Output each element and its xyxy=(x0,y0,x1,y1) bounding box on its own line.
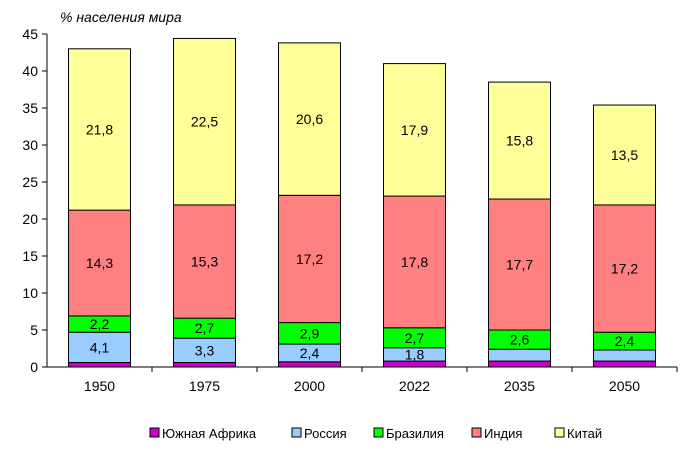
bar-segment xyxy=(278,42,341,196)
y-tick-label: 5 xyxy=(30,322,38,338)
data-label: 17,9 xyxy=(401,122,428,138)
y-tick-label: 35 xyxy=(22,100,38,116)
legend-swatch xyxy=(471,427,482,438)
legend-label: Китай xyxy=(567,426,602,441)
legend-swatch xyxy=(554,427,565,438)
bar-segment xyxy=(278,361,341,368)
legend-label: Бразилия xyxy=(386,426,444,441)
data-label: 14,3 xyxy=(86,255,113,271)
data-label: 21,8 xyxy=(86,121,113,137)
y-tick-label: 40 xyxy=(22,63,38,79)
y-tick-label: 45 xyxy=(22,26,38,42)
data-label: 2,2 xyxy=(90,316,110,332)
legend-label: Индия xyxy=(484,426,522,441)
y-axis-label: % населения мира xyxy=(60,9,182,25)
x-tick-label: 2050 xyxy=(609,378,640,394)
bar-segment xyxy=(593,204,656,333)
x-tick-label: 1975 xyxy=(189,378,220,394)
data-label: 17,2 xyxy=(611,261,638,277)
y-tick-label: 20 xyxy=(22,211,38,227)
data-label: 13,5 xyxy=(611,147,638,163)
bar-segment xyxy=(173,37,236,206)
x-tick-label: 2022 xyxy=(399,378,430,394)
bar-segment xyxy=(488,81,551,200)
data-label: 15,3 xyxy=(191,254,218,270)
data-label: 17,2 xyxy=(296,251,323,267)
data-label: 2,6 xyxy=(510,332,530,348)
data-label: 2,4 xyxy=(300,345,320,361)
bar-segment xyxy=(593,349,656,362)
data-label: 15,8 xyxy=(506,133,533,149)
legend-swatch xyxy=(149,427,160,438)
data-label: 2,7 xyxy=(195,320,215,336)
y-tick-label: 25 xyxy=(22,174,38,190)
data-label: 3,3 xyxy=(195,342,215,358)
bar-segment xyxy=(173,204,236,319)
x-tick-label: 2000 xyxy=(294,378,325,394)
data-label: 2,4 xyxy=(615,333,635,349)
bar-segment xyxy=(488,348,551,362)
legend-swatch xyxy=(373,427,384,438)
legend-label: Южная Африка xyxy=(162,426,257,441)
y-tick-label: 0 xyxy=(30,359,38,375)
bar-segment xyxy=(68,48,131,211)
bar-segment xyxy=(488,360,551,368)
data-label: 4,1 xyxy=(90,339,110,355)
y-tick-label: 30 xyxy=(22,137,38,153)
data-label: 17,7 xyxy=(506,257,533,273)
legend-swatch xyxy=(291,427,302,438)
data-label: 20,6 xyxy=(296,111,323,127)
data-label: 2,7 xyxy=(405,330,425,346)
data-label: 2,9 xyxy=(300,325,320,341)
bar-segment xyxy=(488,198,551,331)
bar-segment xyxy=(593,104,656,206)
bar-segment xyxy=(173,362,236,368)
data-label: 1,8 xyxy=(405,346,425,362)
x-tick-label: 2035 xyxy=(504,378,535,394)
bar-segment xyxy=(68,362,131,368)
bar-segment xyxy=(383,195,446,329)
bar-segment xyxy=(383,63,446,197)
data-label: 17,8 xyxy=(401,254,428,270)
bar-segment xyxy=(278,194,341,324)
legend-label: Россия xyxy=(304,426,347,441)
y-tick-label: 15 xyxy=(22,248,38,264)
bar-segment xyxy=(593,360,656,368)
x-tick-label: 1950 xyxy=(84,378,115,394)
bar-segment xyxy=(68,209,131,317)
data-label: 22,5 xyxy=(191,114,218,130)
y-tick-label: 10 xyxy=(22,285,38,301)
